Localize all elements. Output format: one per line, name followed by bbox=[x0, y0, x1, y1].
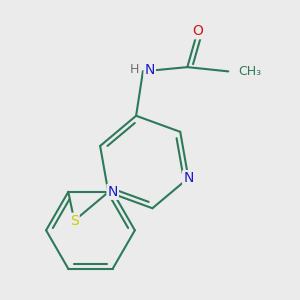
Text: H: H bbox=[130, 63, 139, 76]
Text: N: N bbox=[145, 63, 155, 77]
Text: N: N bbox=[183, 171, 194, 185]
Text: O: O bbox=[192, 24, 203, 38]
Text: CH₃: CH₃ bbox=[238, 65, 262, 78]
Text: N: N bbox=[107, 185, 118, 199]
Text: S: S bbox=[70, 214, 79, 228]
